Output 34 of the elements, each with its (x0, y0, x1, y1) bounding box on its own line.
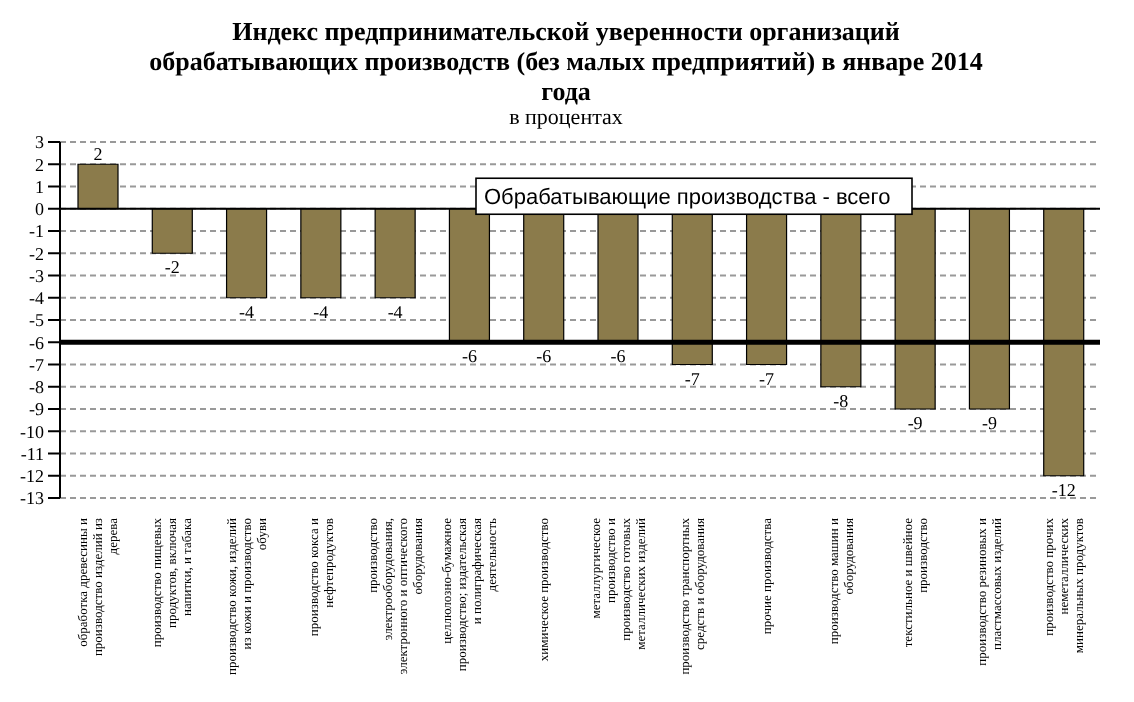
y-tick-label: -4 (29, 288, 45, 309)
data-label: -6 (610, 346, 627, 367)
data-label: -7 (759, 368, 776, 389)
data-label: -9 (981, 413, 998, 433)
data-label: -6 (536, 346, 553, 367)
data-label: 2 (93, 144, 103, 165)
data-label: -12 (1051, 479, 1076, 500)
y-tick-label: -5 (29, 310, 45, 331)
y-tick-label: -6 (29, 332, 45, 353)
y-tick-label: 1 (35, 176, 44, 197)
y-tick-label: -10 (20, 421, 45, 442)
y-tick-label: -1 (29, 221, 44, 242)
data-label: -4 (313, 301, 330, 322)
data-label: -8 (833, 390, 850, 411)
y-tick-label: -2 (29, 243, 44, 264)
y-tick-label: -7 (29, 354, 45, 375)
data-label: -9 (907, 413, 924, 433)
y-tick-label: -9 (29, 399, 45, 420)
data-label: -7 (684, 368, 701, 389)
data-label: -6 (461, 346, 478, 367)
y-tick-label: 0 (35, 199, 45, 220)
data-label: -4 (387, 301, 404, 322)
ref-line-label: Обрабатывающие производства - всего (484, 186, 891, 211)
y-tick-label: -3 (29, 265, 45, 286)
y-tick-label: -12 (20, 466, 44, 487)
y-tick-label: -11 (20, 443, 44, 464)
y-tick-label: -13 (20, 488, 45, 509)
chart-subtitle: в процентах (507, 106, 625, 130)
y-tick-label: 3 (35, 132, 45, 153)
y-tick-label: -8 (29, 377, 45, 398)
chart-title: Индекс предпринимательской уверенности организаций обрабатывающих производств (без малых предприятий) в январе 2014 года (147, 16, 985, 106)
y-tick-label: 2 (35, 154, 44, 175)
data-label: -4 (239, 301, 256, 322)
data-label: -2 (164, 257, 180, 278)
